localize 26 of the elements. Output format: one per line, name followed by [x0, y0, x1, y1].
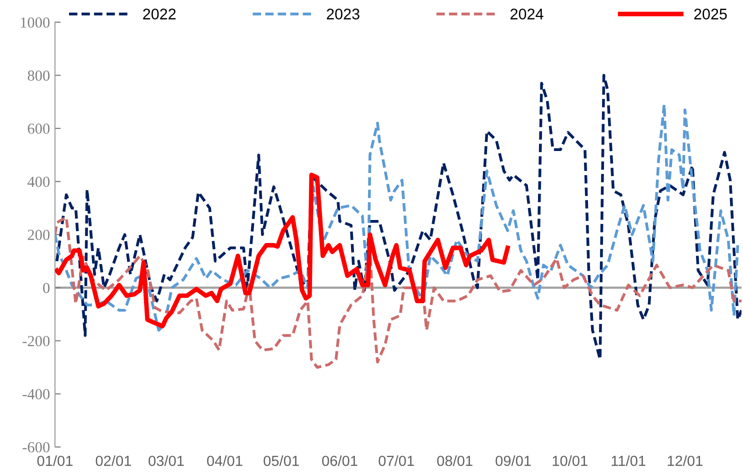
y-tick-label: 600 — [28, 124, 50, 134]
x-tick-label: 10/01 — [552, 455, 588, 466]
x-tick-label: 02/01 — [96, 455, 131, 466]
y-tick-label: -200 — [22, 336, 50, 346]
x-tick-label: 04/01 — [207, 455, 242, 466]
legend-label: 2022 — [143, 8, 176, 20]
x-tick-label: 05/01 — [264, 455, 299, 466]
y-tick-label: 200 — [28, 230, 50, 240]
x-tick-label: 11/01 — [612, 455, 646, 466]
x-tick-label: 06/01 — [322, 455, 358, 466]
legend-label: 2023 — [326, 8, 360, 20]
legend-label: 2024 — [510, 8, 544, 20]
legend-label: 2025 — [694, 8, 727, 20]
y-tick-label: -600 — [22, 442, 50, 452]
y-tick-label: 400 — [28, 176, 50, 187]
x-tick-label: 08/01 — [437, 455, 472, 466]
x-tick-label: 03/01 — [148, 455, 184, 466]
x-tick-label: 12/01 — [668, 455, 702, 466]
line-series — [54, 172, 510, 328]
y-tick-label: -400 — [22, 389, 50, 400]
y-tick-label: 0 — [43, 282, 50, 294]
x-tick-label: 09/01 — [496, 455, 531, 466]
y-tick-label: 1000 — [20, 17, 50, 28]
x-tick-label: 01/01 — [37, 455, 73, 466]
y-tick-label: 800 — [28, 70, 50, 81]
x-tick-label: 07/01 — [378, 455, 414, 466]
